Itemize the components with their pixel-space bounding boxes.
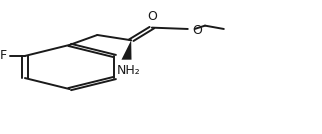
Text: NH₂: NH₂ [117,64,141,77]
Text: O: O [192,24,202,37]
Text: O: O [147,10,157,23]
Text: F: F [0,49,7,62]
Polygon shape [121,40,131,60]
